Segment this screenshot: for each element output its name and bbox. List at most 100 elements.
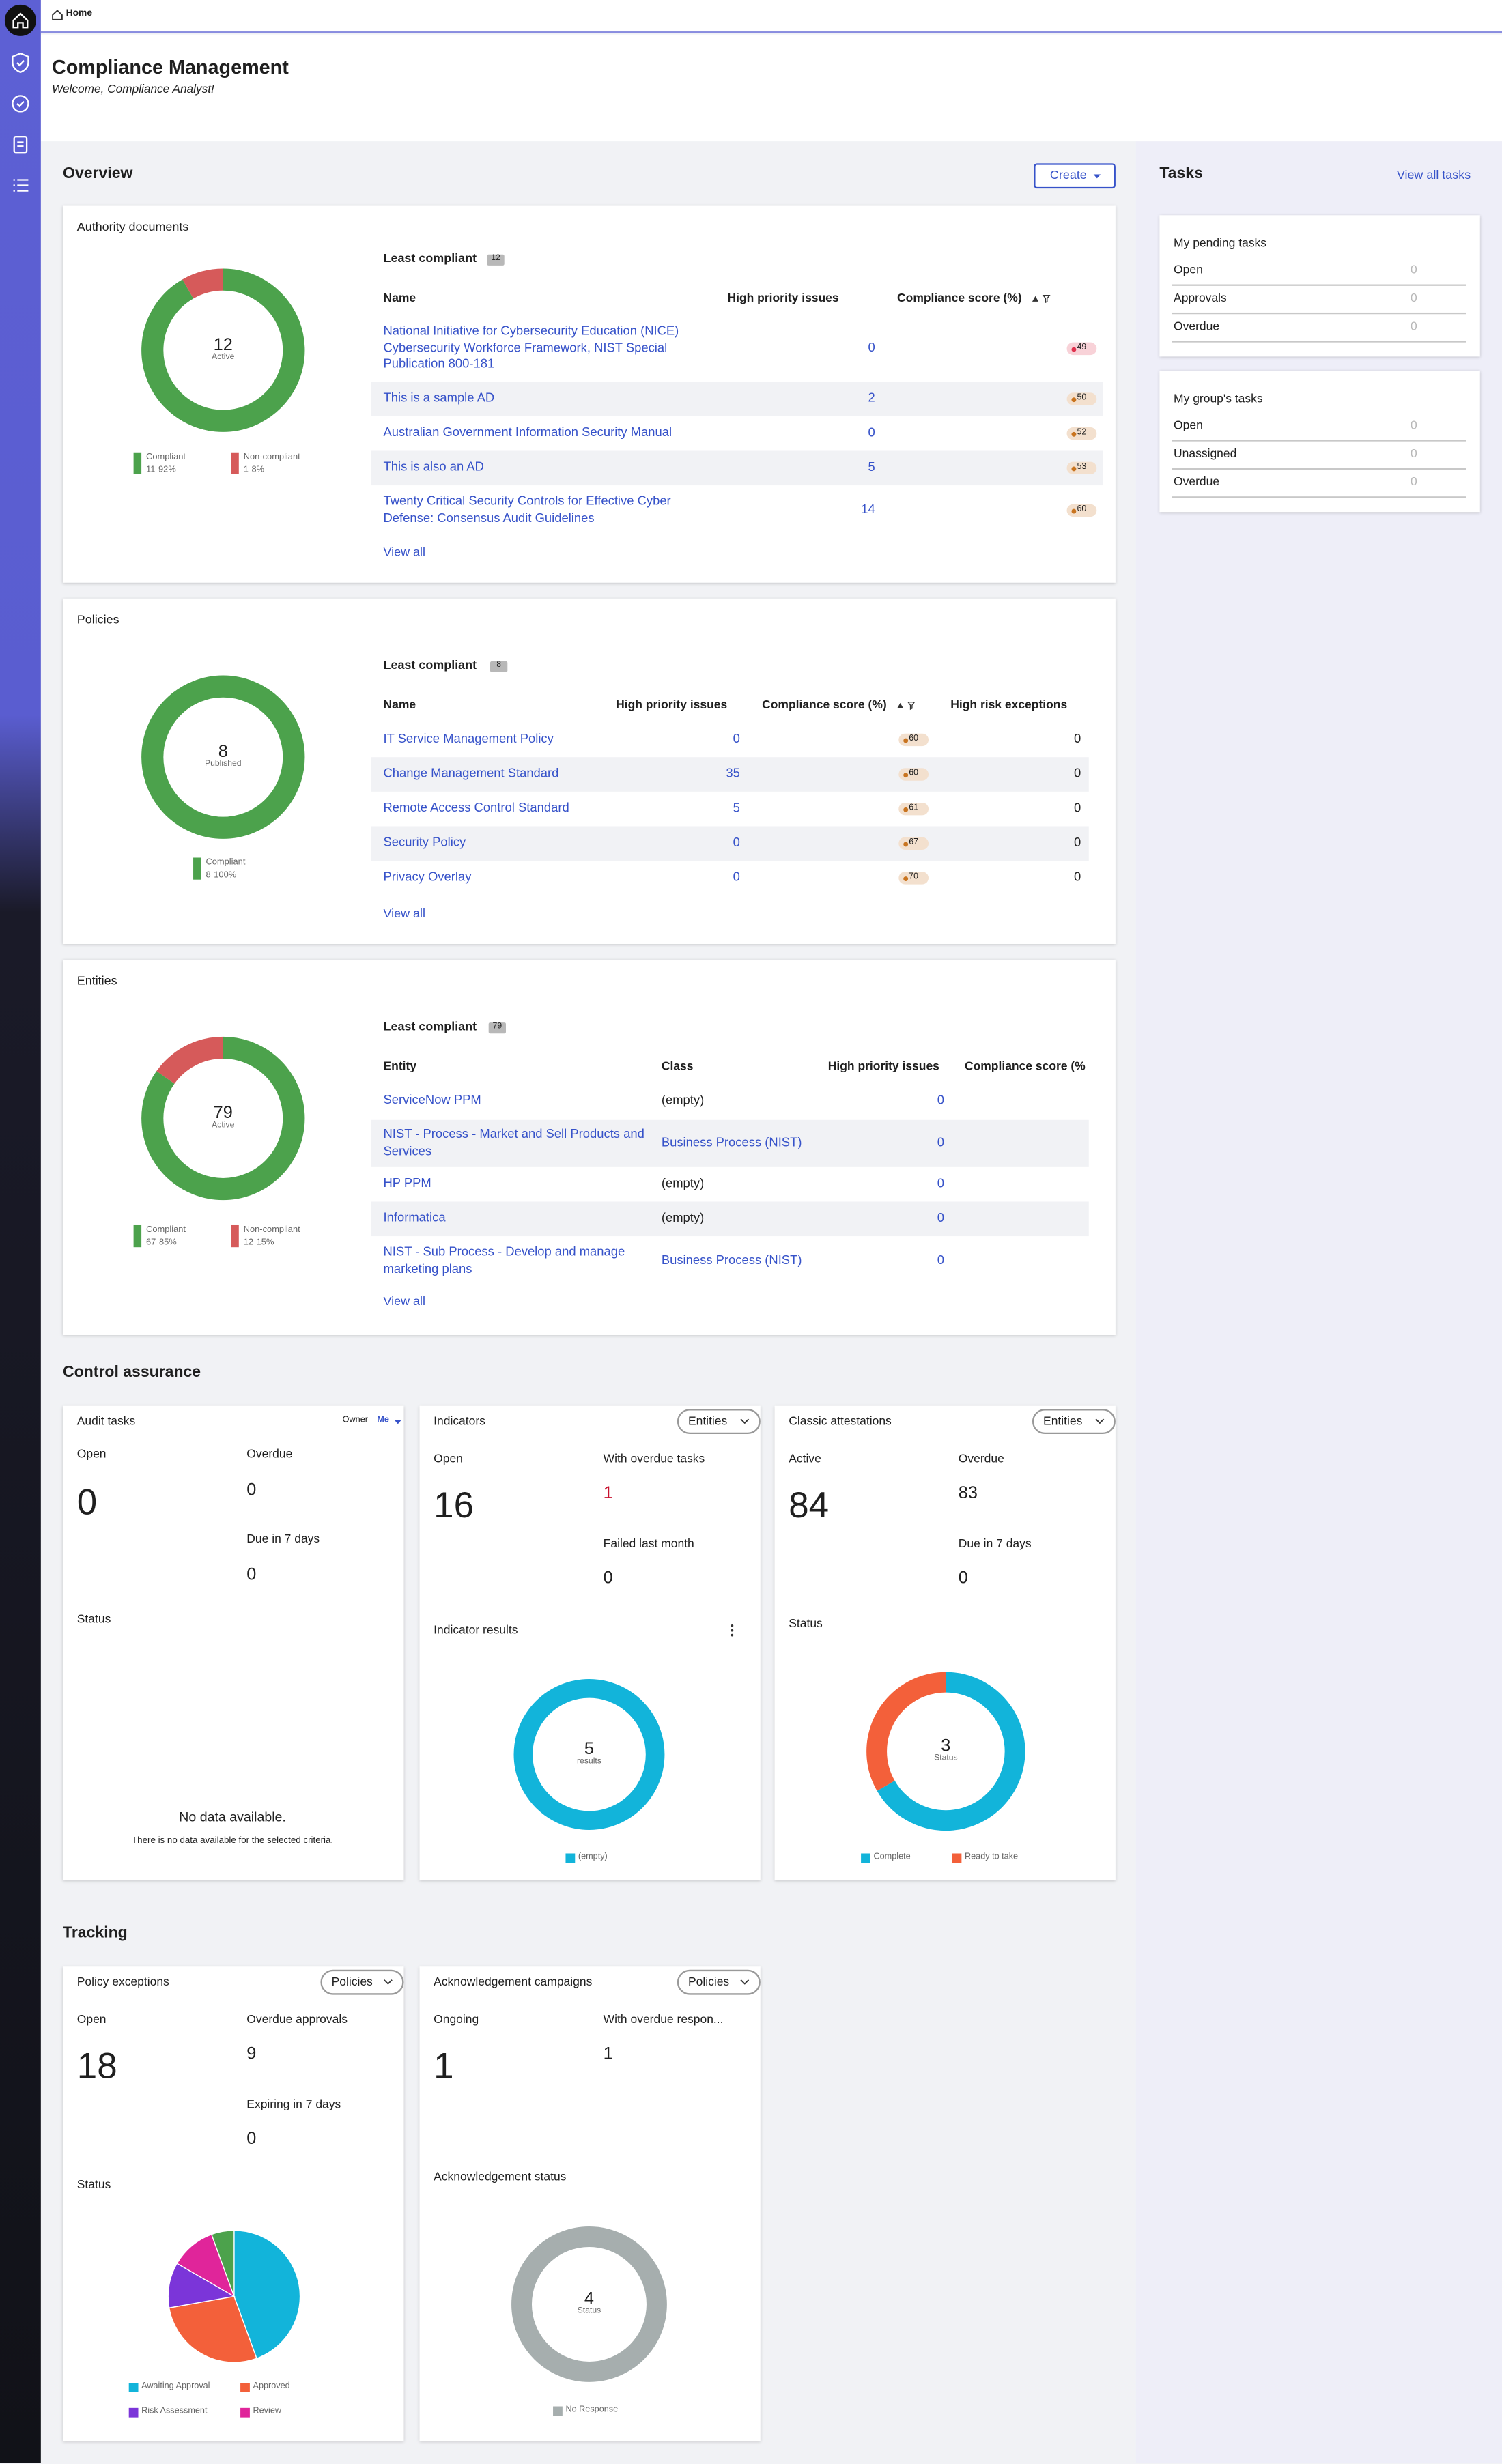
donut-label: Active [212,1121,235,1130]
shield-icon[interactable] [12,53,29,74]
sort-icons[interactable] [897,700,916,711]
row-issues-link[interactable]: 0 [937,1176,945,1190]
pie-slice [176,2233,236,2297]
sort-icons[interactable] [1032,293,1051,304]
row-issues-link[interactable]: 2 [868,390,875,405]
row-name-link[interactable]: Twenty Critical Security Controls for Ef… [383,493,671,525]
count-badge-text: 12 [491,253,500,263]
row-issues-link[interactable]: 0 [868,340,875,355]
task-count: 0 [1410,290,1417,305]
row-name-link[interactable]: Privacy Overlay [383,870,472,884]
row-issues-link[interactable]: 0 [733,870,740,885]
row-issues-link[interactable]: 0 [937,1135,945,1150]
donut-total: 4 [584,2289,595,2309]
donut-total: 8 [218,743,228,762]
view-all-tasks-link[interactable]: View all tasks [1396,168,1471,182]
row-issues-link[interactable]: 5 [868,459,875,474]
row-shade [371,1119,1089,1167]
legend-swatch [553,2406,563,2416]
breadcrumb[interactable]: Home [66,10,93,19]
legend-swatch [231,1224,239,1248]
create-button[interactable] [1034,163,1116,189]
row-issues-link[interactable]: 35 [726,766,740,781]
filter-label[interactable]: Entities [1043,1414,1083,1428]
row-name-link[interactable]: ServiceNow PPM [383,1092,481,1107]
owner-value[interactable]: Me [377,1416,389,1426]
row-exceptions: 0 [1074,835,1081,850]
score-value: 61 [909,803,919,813]
row-issues-link[interactable]: 14 [861,502,875,517]
donut-chart [141,268,305,432]
score-badge [898,802,928,816]
task-label: Approvals [1174,290,1227,305]
row-name-link[interactable]: HP PPM [383,1175,431,1190]
score-dot [1071,397,1076,401]
row-issues-link[interactable]: 5 [733,801,740,815]
row-issues-link[interactable]: 0 [868,425,875,440]
sort-arrow [897,702,904,708]
filter-dropdown[interactable] [677,1409,761,1435]
row-exceptions: 0 [1074,801,1081,815]
row-name-link[interactable]: Remote Access Control Standard [383,800,569,815]
metric-label: With overdue tasks [603,1451,705,1466]
score-badge [1066,504,1096,517]
row-name-link[interactable]: Australian Government Information Securi… [383,425,672,440]
list-icon[interactable] [13,179,29,192]
empty-text: There is no data available for the selec… [132,1836,334,1846]
metric-label: Due in 7 days [958,1536,1032,1551]
card-title: Policy exceptions [76,1974,169,1989]
row-name-link[interactable]: NIST - Sub Process - Develop and manage … [383,1244,625,1276]
legend-values: 67 85% [146,1239,180,1250]
row-issues-link[interactable]: 0 [937,1252,945,1267]
row-class: (empty) [661,1210,705,1225]
score-value: 67 [909,837,919,848]
row-issues-link[interactable]: 0 [937,1210,945,1225]
donut-label: Status [934,1753,958,1764]
create-label[interactable]: Create [1049,168,1087,182]
metric-value: 83 [958,1484,978,1503]
status-label: Acknowledgement status [434,2169,567,2183]
score-dot [903,806,907,812]
chevron [740,1979,750,1985]
metric-label: Open [76,1446,107,1461]
task-label: Open [1174,262,1203,277]
metric-label: Active [789,1451,821,1466]
donut-label: Active [212,352,235,362]
row-name-link[interactable]: NIST - Process - Market and Sell Product… [383,1126,644,1158]
filter-label[interactable]: Policies [331,1974,373,1989]
view-all-link[interactable]: View all [383,545,426,560]
row-issues-link[interactable]: 0 [937,1093,945,1107]
row-name-link[interactable]: This is also an AD [383,459,484,474]
home-button[interactable] [4,4,36,36]
view-all-link[interactable]: View all [383,1294,426,1308]
chevron-path [384,1979,393,1985]
legend-swatch [133,1224,142,1248]
score-badge [898,837,928,850]
row-name-link[interactable]: IT Service Management Policy [383,731,554,746]
row-name-link[interactable]: Informatica [383,1210,446,1225]
score-value: 49 [1077,343,1087,353]
metric-value: 0 [958,1568,968,1588]
filter-label[interactable]: Policies [688,1974,730,1989]
score-value: 50 [1077,393,1087,403]
chevron-path [1095,1418,1105,1424]
count-badge-text: 79 [492,1022,502,1031]
row-name-link[interactable]: National Initiative for Cybersecurity Ed… [383,324,679,371]
score-badge [898,872,928,885]
row-name-link[interactable]: This is a sample AD [383,390,495,405]
check-icon[interactable] [12,95,29,113]
row-name-link[interactable]: Security Policy [383,835,466,850]
clipboard-icon[interactable] [13,136,28,154]
kebab-menu[interactable] [729,1624,735,1639]
filter-label[interactable]: Entities [688,1414,728,1428]
metric-card [774,1405,1116,1880]
task-divider [1172,496,1466,498]
row-issues-link[interactable]: 0 [733,835,740,850]
metric-label: Open [76,2012,107,2026]
row-name-link[interactable]: Change Management Standard [383,766,559,781]
metric-label: Due in 7 days [246,1531,320,1546]
row-issues-link[interactable]: 0 [733,731,740,746]
pie-chart [167,2230,301,2363]
view-all-link[interactable]: View all [383,906,426,921]
metric-value-large: 84 [789,1484,830,1525]
